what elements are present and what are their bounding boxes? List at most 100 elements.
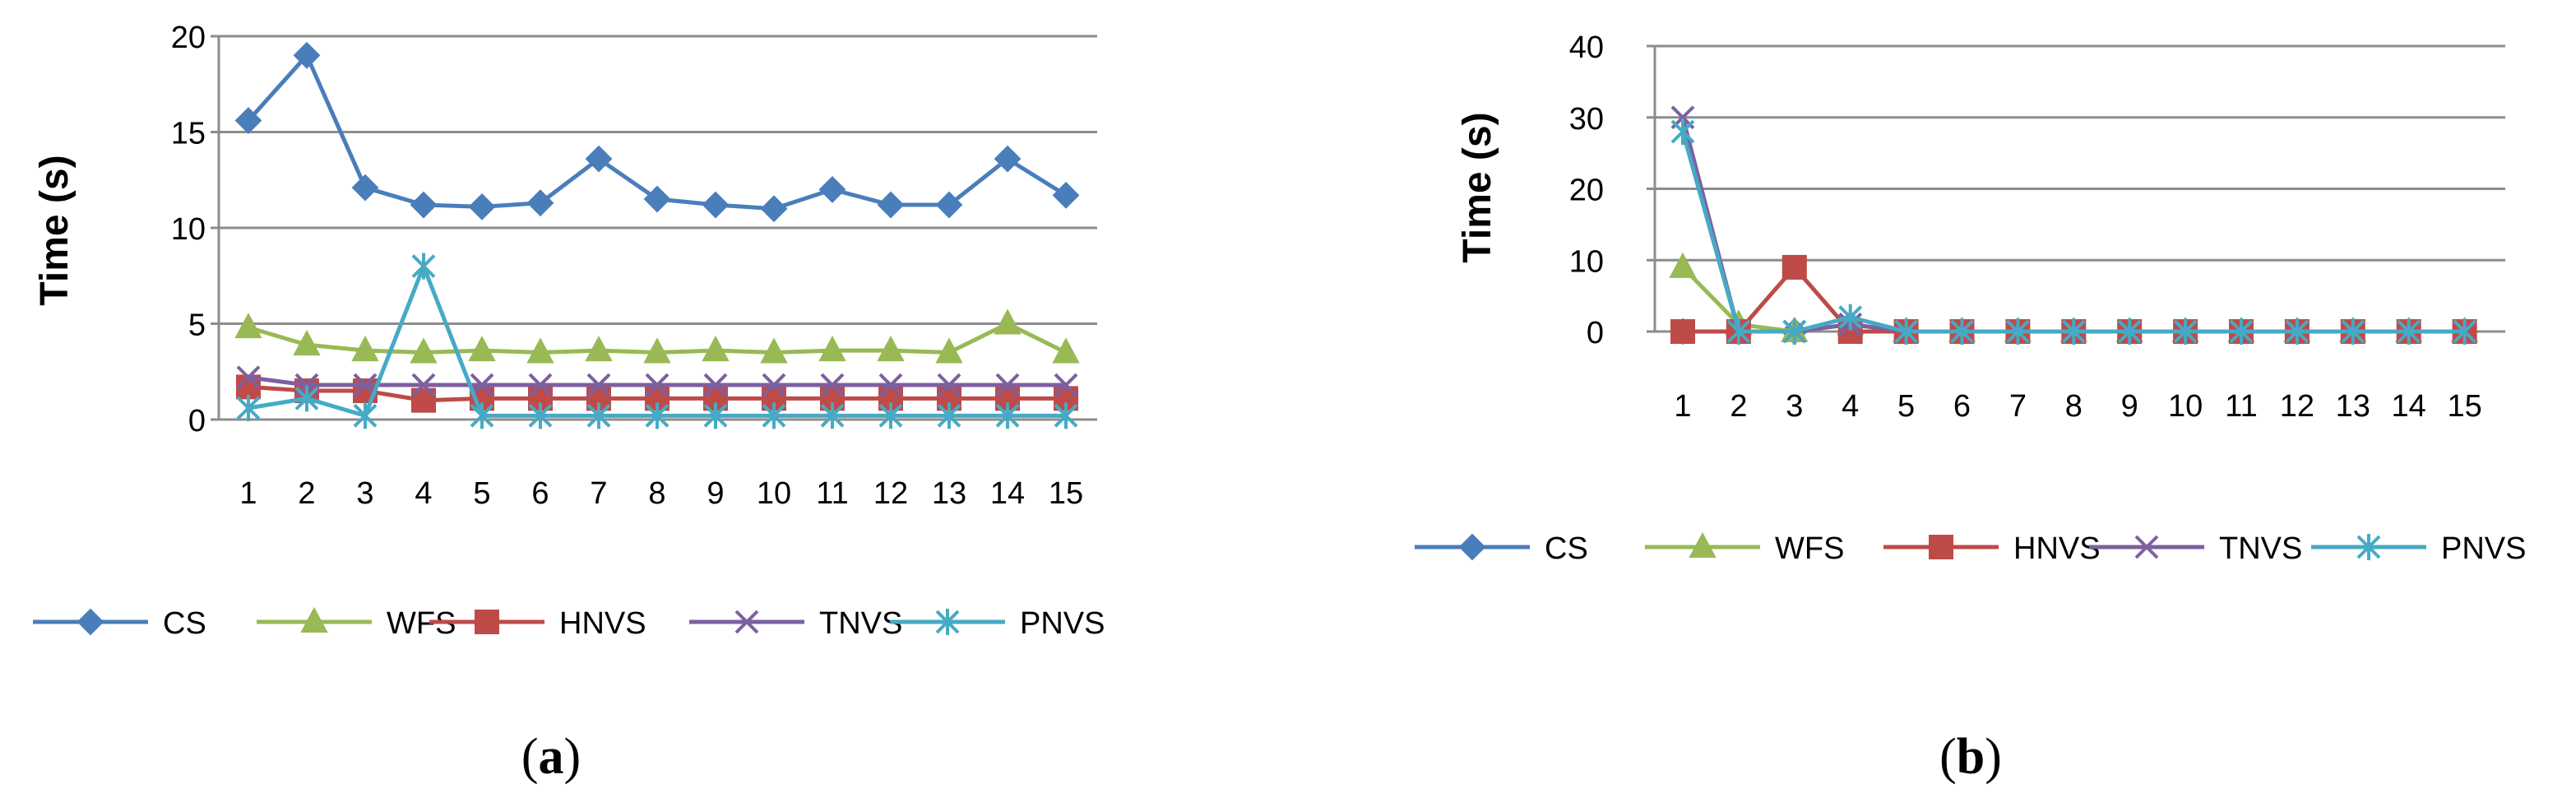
chart-a-point-wfs	[234, 313, 262, 339]
chart-b-point-pnvs	[2061, 318, 2086, 345]
chart-a-point-tnvs	[762, 373, 786, 397]
chart-b-ytick-label: 40	[1569, 30, 1604, 65]
chart-a-point-cs	[526, 189, 554, 217]
chart-b-legend-marker-hnvs	[1929, 535, 1953, 559]
chart-a-yticks: 0 5 10 15 20	[171, 21, 206, 438]
chart-a-legend-marker-cs	[76, 608, 104, 636]
chart-b-xtick-label: 11	[2225, 389, 2257, 424]
panel-b-label-close: )	[1985, 729, 2002, 785]
chart-a-point-wfs	[351, 336, 379, 362]
chart-a-xticks: 1 2 3 4 5 6 7 8 9 10 11 12 13 14 15	[239, 476, 1083, 511]
chart-a-ytick-label: 0	[188, 404, 206, 438]
chart-a-point-tnvs	[995, 373, 1020, 397]
chart-a-point-wfs	[1052, 337, 1080, 364]
chart-a-legend-label-tnvs: TNVS	[819, 606, 902, 641]
chart-b-point-pnvs	[2397, 318, 2421, 345]
chart-a-point-cs	[818, 175, 846, 203]
chart-b-ytick-label: 30	[1569, 102, 1604, 137]
chart-a-point-cs	[877, 191, 905, 219]
chart-a-legend-marker-tnvs	[734, 610, 759, 634]
chart-a-point-wfs	[410, 337, 438, 364]
chart-a-point-wfs	[702, 336, 730, 362]
chart-a-ylabel: Time (s)	[33, 155, 76, 305]
chart-a-xtick-label: 6	[531, 476, 549, 511]
chart-a-point-cs	[643, 185, 671, 213]
panel-a-label-close: )	[564, 729, 581, 785]
chart-b-point-pnvs	[2173, 318, 2198, 345]
chart-a-legend-marker-pnvs	[935, 609, 960, 635]
chart-a-legend-item-tnvs: TNVS	[689, 606, 902, 641]
chart-b-xtick-label: 14	[2392, 389, 2426, 424]
chart-b-xtick-label: 10	[2168, 389, 2203, 424]
chart-a-point-cs	[410, 191, 438, 219]
chart-a-xtick-label: 10	[757, 476, 791, 511]
chart-b-legend-item-hnvs: HNVS	[1883, 531, 2101, 566]
chart-b-legend-marker-cs	[1458, 533, 1486, 561]
chart-b-legend-label-hnvs: HNVS	[2013, 531, 2101, 566]
chart-a-point-tnvs	[645, 373, 669, 397]
chart-a-point-pnvs	[820, 402, 845, 429]
chart-b-legend-label-cs: CS	[1545, 531, 1588, 566]
chart-b-xtick-label: 7	[2009, 389, 2027, 424]
chart-a-point-wfs	[994, 308, 1022, 335]
chart-b-point-pnvs	[2229, 318, 2254, 345]
chart-a-point-tnvs	[878, 373, 903, 397]
chart-b-legend-label-pnvs: PNVS	[2441, 531, 2526, 566]
chart-a-point-wfs	[935, 337, 963, 364]
chart-a-xtick-label: 11	[816, 476, 848, 511]
chart-a-legend-marker-wfs	[300, 606, 328, 633]
chart-a-series-wfs	[234, 308, 1080, 364]
chart-a-series-tnvs	[236, 365, 1078, 397]
chart-b-point-pnvs	[2117, 318, 2142, 345]
chart-a-point-cs	[293, 41, 321, 69]
chart-a-xtick-label: 13	[932, 476, 966, 511]
chart-b-legend: CS WFS HNVS TNVS PNVS	[1415, 531, 2526, 566]
chart-a-ytick-label: 20	[171, 21, 206, 55]
chart-a-point-cs	[994, 145, 1022, 173]
chart-a-point-wfs	[468, 336, 496, 362]
chart-b-xtick-label: 3	[1786, 389, 1803, 424]
chart-a-point-cs	[760, 195, 788, 223]
chart-b-legend-marker-pnvs	[2356, 534, 2381, 560]
chart-a-point-wfs	[877, 336, 905, 362]
panel-a-label-open: (	[521, 729, 539, 785]
chart-a-point-pnvs	[703, 402, 728, 429]
chart-b-point-pnvs	[1838, 304, 1863, 331]
chart-a-point-wfs	[293, 330, 321, 356]
chart-a-point-pnvs	[878, 402, 903, 429]
chart-a-legend-item-cs: CS	[33, 606, 206, 641]
chart-b-point-pnvs	[1894, 318, 1919, 345]
chart-b-yticks: 0 10 20 30 40	[1569, 30, 1604, 350]
chart-b-xticks: 1 2 3 4 5 6 7 8 9 10 11 12 13 14 15	[1674, 389, 2481, 424]
chart-a-point-pnvs	[937, 402, 961, 429]
chart-a-point-pnvs	[528, 402, 553, 429]
chart-b-legend-item-tnvs: TNVS	[2089, 531, 2302, 566]
chart-a-legend-item-pnvs: PNVS	[890, 606, 1105, 641]
chart-b-ytick-label: 20	[1569, 174, 1604, 208]
chart-b-point-pnvs	[1782, 318, 1807, 345]
chart-a-series-pnvs	[236, 253, 1078, 429]
chart-b-legend-item-wfs: WFS	[1645, 531, 1844, 566]
chart-b-legend-item-pnvs: PNVS	[2311, 531, 2526, 566]
chart-b-point-pnvs	[1670, 118, 1695, 146]
chart-a-point-pnvs	[236, 395, 261, 422]
chart-a-legend-label-cs: CS	[163, 606, 206, 641]
chart-a-legend-label-pnvs: PNVS	[1020, 606, 1105, 641]
chart-b-legend-marker-wfs	[1689, 531, 1717, 558]
chart-a-xtick-label: 5	[473, 476, 490, 511]
chart-a-point-tnvs	[1054, 373, 1078, 397]
chart-a-legend-item-wfs: WFS	[257, 606, 456, 641]
chart-a-point-tnvs	[703, 373, 728, 397]
chart-b-series-tnvs	[1670, 105, 2477, 344]
chart-a-grid	[211, 35, 1097, 421]
chart-a-xtick-label: 15	[1049, 476, 1083, 511]
chart-a-xtick-label: 12	[873, 476, 908, 511]
panel-b-label: (b)	[1939, 729, 2002, 785]
chart-b-xtick-label: 15	[2447, 389, 2481, 424]
chart-a-point-cs	[351, 174, 379, 202]
chart-b-point-hnvs	[1781, 254, 1807, 280]
chart-a-series	[234, 41, 1080, 429]
chart-a-xtick-label: 7	[590, 476, 607, 511]
